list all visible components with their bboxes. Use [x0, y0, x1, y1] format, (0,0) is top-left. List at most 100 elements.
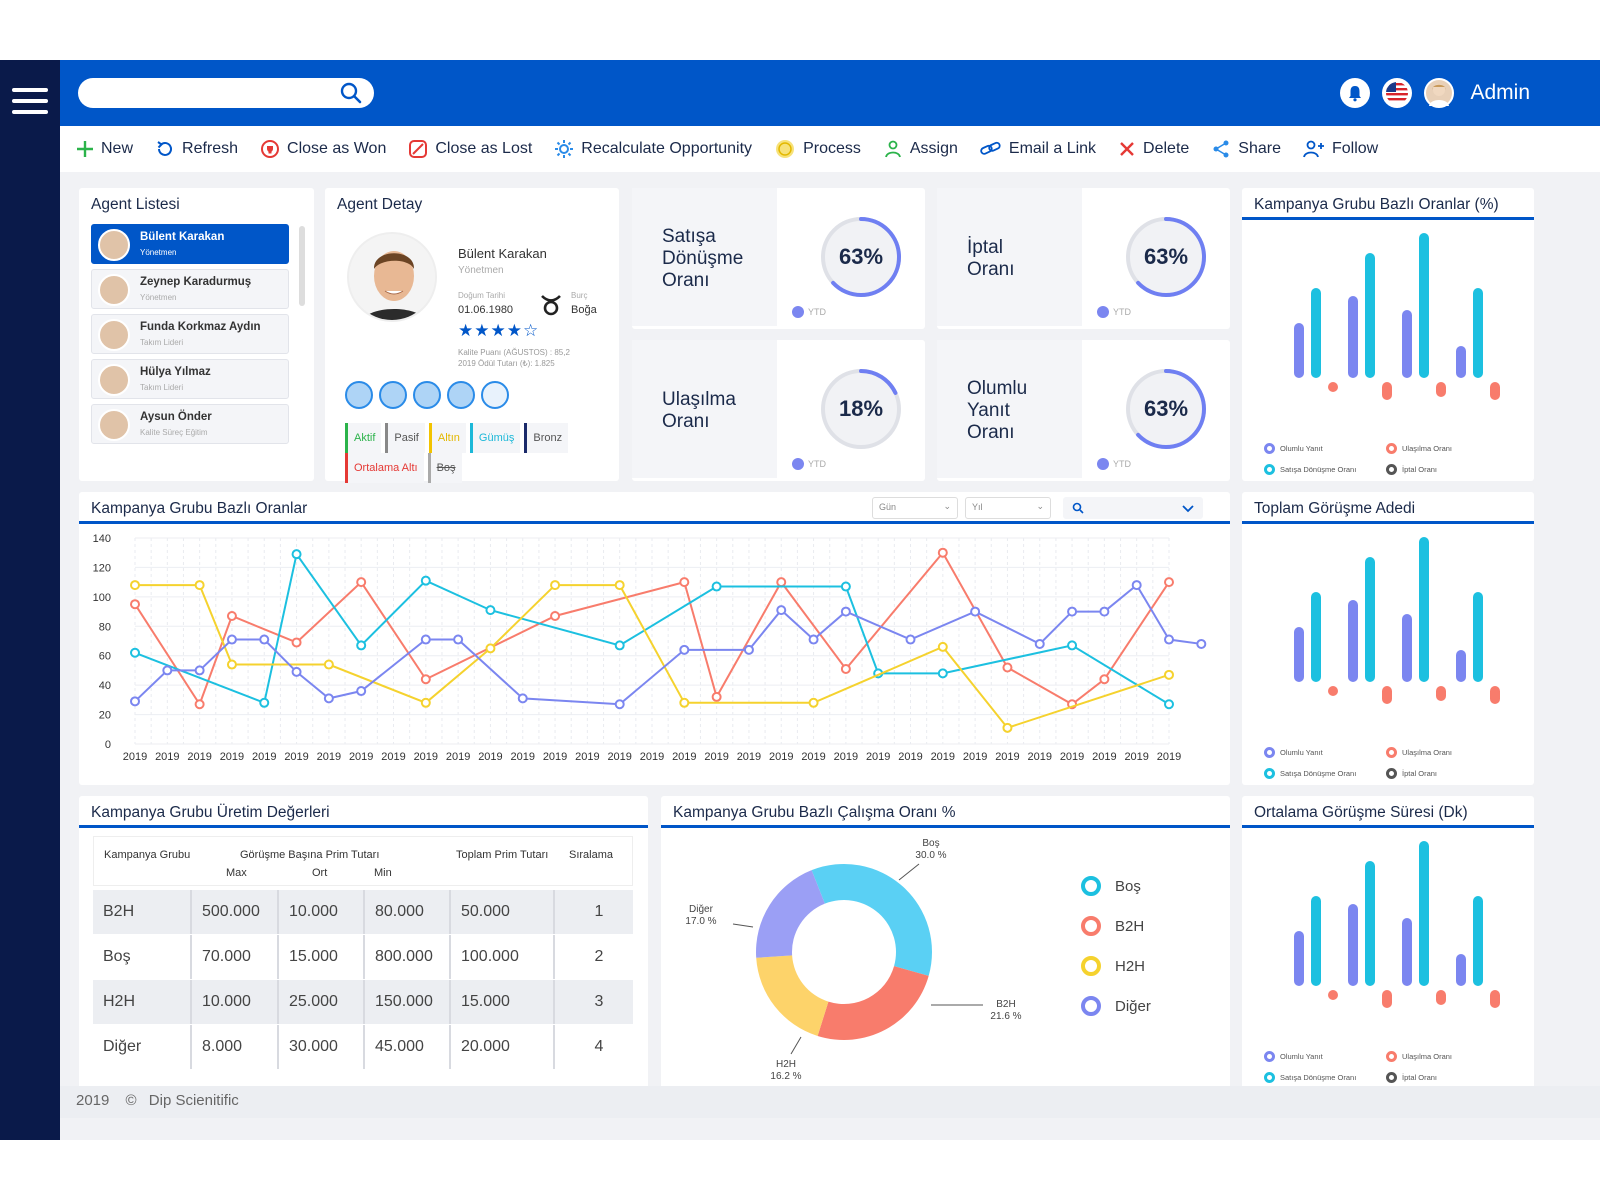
table-row[interactable]: Boş 70.000 15.000 800.000 100.000 2 [93, 935, 633, 979]
ytd-indicator: YTD [1097, 306, 1131, 318]
legend-label: Satışa Dönüşme Oranı [1280, 465, 1357, 474]
agent-item-role: Kalite Süreç Eğitim [140, 428, 208, 437]
agent-list-item[interactable]: Zeynep Karadurmuş Yönetmen [91, 269, 289, 309]
bar-ulasilma [1328, 686, 1338, 696]
status-tag[interactable]: Gümüş [469, 423, 521, 453]
agent-list-scrollbar[interactable] [299, 226, 305, 306]
bar-ulasilma [1382, 382, 1392, 400]
legend-marker-icon [1386, 747, 1397, 758]
user-avatar[interactable] [1424, 78, 1455, 108]
refresh-button[interactable]: Refresh [155, 139, 238, 159]
line-chart-search[interactable] [1063, 497, 1203, 519]
follow-button[interactable]: Follow [1303, 139, 1378, 159]
avg-call-duration-bar-chart [1294, 841, 1500, 1008]
legend-item: İptal Oranı [1386, 768, 1437, 779]
percent-badge-icon[interactable] [413, 381, 441, 409]
process-button[interactable]: Process [774, 138, 861, 160]
line-chart-card: Kampanya Grubu Bazlı Oranlar Gün ⌄ Yıl ⌄ 0… [79, 492, 1230, 785]
delete-button[interactable]: Delete [1118, 140, 1189, 158]
legend-label: Ulaşılma Oranı [1402, 748, 1453, 757]
fingerprint-badge-icon[interactable] [447, 381, 475, 409]
table-cell: 2 [594, 948, 604, 965]
table-cell: 1 [594, 903, 604, 920]
x-tick-label: 2019 [575, 751, 599, 763]
admin-label[interactable]: Admin [1470, 81, 1530, 104]
kpi-label-line: Yanıt [967, 399, 1010, 421]
email-link-button[interactable]: Email a Link [980, 139, 1096, 159]
slash-badge-icon[interactable] [481, 381, 509, 409]
year-filter-select[interactable]: Yıl ⌄ [965, 497, 1051, 519]
pie-legend-item[interactable]: Diğer [1081, 986, 1151, 1026]
bar-ulasilma [1490, 382, 1500, 400]
status-tag[interactable]: Bronz [524, 423, 569, 453]
legend-marker-icon [1386, 1072, 1397, 1083]
x-tick-label: 2019 [1060, 751, 1084, 763]
table-row[interactable]: Diğer 8.000 30.000 45.000 20.000 4 [93, 1025, 633, 1069]
pie-legend-item[interactable]: Boş [1081, 866, 1151, 906]
search-icon[interactable] [340, 82, 362, 109]
pie-legend-item[interactable]: H2H [1081, 946, 1151, 986]
ytd-icon [1097, 306, 1109, 318]
star-icon: ★ [490, 321, 506, 340]
search-input[interactable] [78, 78, 318, 108]
kpi-value: 63% [1144, 244, 1188, 269]
assign-button[interactable]: Assign [883, 139, 958, 159]
legend-item: Olumlu Yanıt [1264, 443, 1323, 454]
bar-satisa-donusme [1311, 592, 1321, 682]
new-button[interactable]: New [76, 140, 133, 158]
prohibited-icon [409, 140, 428, 158]
close-as-won-button[interactable]: Close as Won [260, 139, 386, 159]
kpi-gauge: 63% [821, 217, 901, 297]
bar-satisa-donusme [1365, 253, 1375, 378]
handshake-badge-icon[interactable] [345, 381, 373, 409]
bar-satisa-donusme [1365, 861, 1375, 986]
table-row[interactable]: H2H 10.000 25.000 150.000 15.000 3 [93, 980, 633, 1024]
status-tag[interactable]: Pasif [385, 423, 425, 453]
agent-item-name: Aysun Önder [140, 411, 212, 423]
assign-user-icon [884, 140, 901, 158]
agent-detail-card: Agent Detay Bülent Karakan Yönetmen Doğu… [325, 188, 619, 483]
agent-name: Bülent Karakan [458, 246, 547, 261]
agent-list-item[interactable]: Hülya Yılmaz Takım Lideri [91, 359, 289, 399]
top-bar: Admin [60, 60, 1600, 126]
legend-item: Satışa Dönüşme Oranı [1264, 768, 1356, 779]
kpi-label-line: Oranı [662, 269, 710, 291]
agent-list-item[interactable]: Bülent Karakan Yönetmen [91, 224, 289, 264]
close-as-lost-button[interactable]: Close as Lost [408, 139, 532, 159]
data-point [1099, 674, 1110, 685]
agent-list-card: Agent Listesi Bülent Karakan Yönetmen Zeyn… [79, 188, 314, 481]
recalculate-opportunity-button[interactable]: Recalculate Opportunity [554, 139, 752, 159]
star-icon: ★ [474, 321, 490, 340]
x-tick-label: 2019 [123, 751, 147, 763]
data-point [517, 693, 528, 704]
table-row[interactable]: B2H 500.000 10.000 80.000 50.000 1 [93, 890, 633, 934]
status-tag[interactable]: Aktif [345, 423, 382, 453]
refresh-icon [157, 141, 172, 156]
kpi-label-line: Oranı [967, 421, 1015, 443]
data-point [1164, 634, 1174, 645]
coin-icon [776, 140, 795, 158]
share-button[interactable]: Share [1211, 139, 1281, 159]
col-max: Max [226, 867, 247, 879]
us-flag-icon[interactable] [1382, 78, 1413, 108]
hamburger-menu-icon[interactable] [12, 88, 48, 116]
pie-label-name: Boş [922, 838, 939, 849]
search-icon [1072, 502, 1084, 514]
certificate-badge-icon[interactable] [379, 381, 407, 409]
data-point [259, 634, 270, 645]
legend-ring-icon [1081, 956, 1101, 976]
status-tag[interactable]: Boş [427, 453, 462, 483]
data-point [970, 606, 981, 617]
data-point [614, 580, 625, 591]
status-tag[interactable]: Ortalama Altı [345, 453, 424, 483]
table-cell: 70.000 [192, 935, 279, 979]
legend-marker-icon [1386, 443, 1397, 454]
status-tag[interactable]: Altın [428, 423, 466, 453]
notification-bell-icon[interactable] [1340, 78, 1371, 108]
day-filter-select[interactable]: Gün ⌄ [872, 497, 958, 519]
pie-legend-item[interactable]: B2H [1081, 906, 1151, 946]
agent-list-item[interactable]: Funda Korkmaz Aydın Takım Lideri [91, 314, 289, 354]
agent-item-role: Takım Lideri [140, 338, 184, 347]
agent-list-item[interactable]: Aysun Önder Kalite Süreç Eğitim [91, 404, 289, 444]
agent-role: Yönetmen [458, 265, 504, 276]
